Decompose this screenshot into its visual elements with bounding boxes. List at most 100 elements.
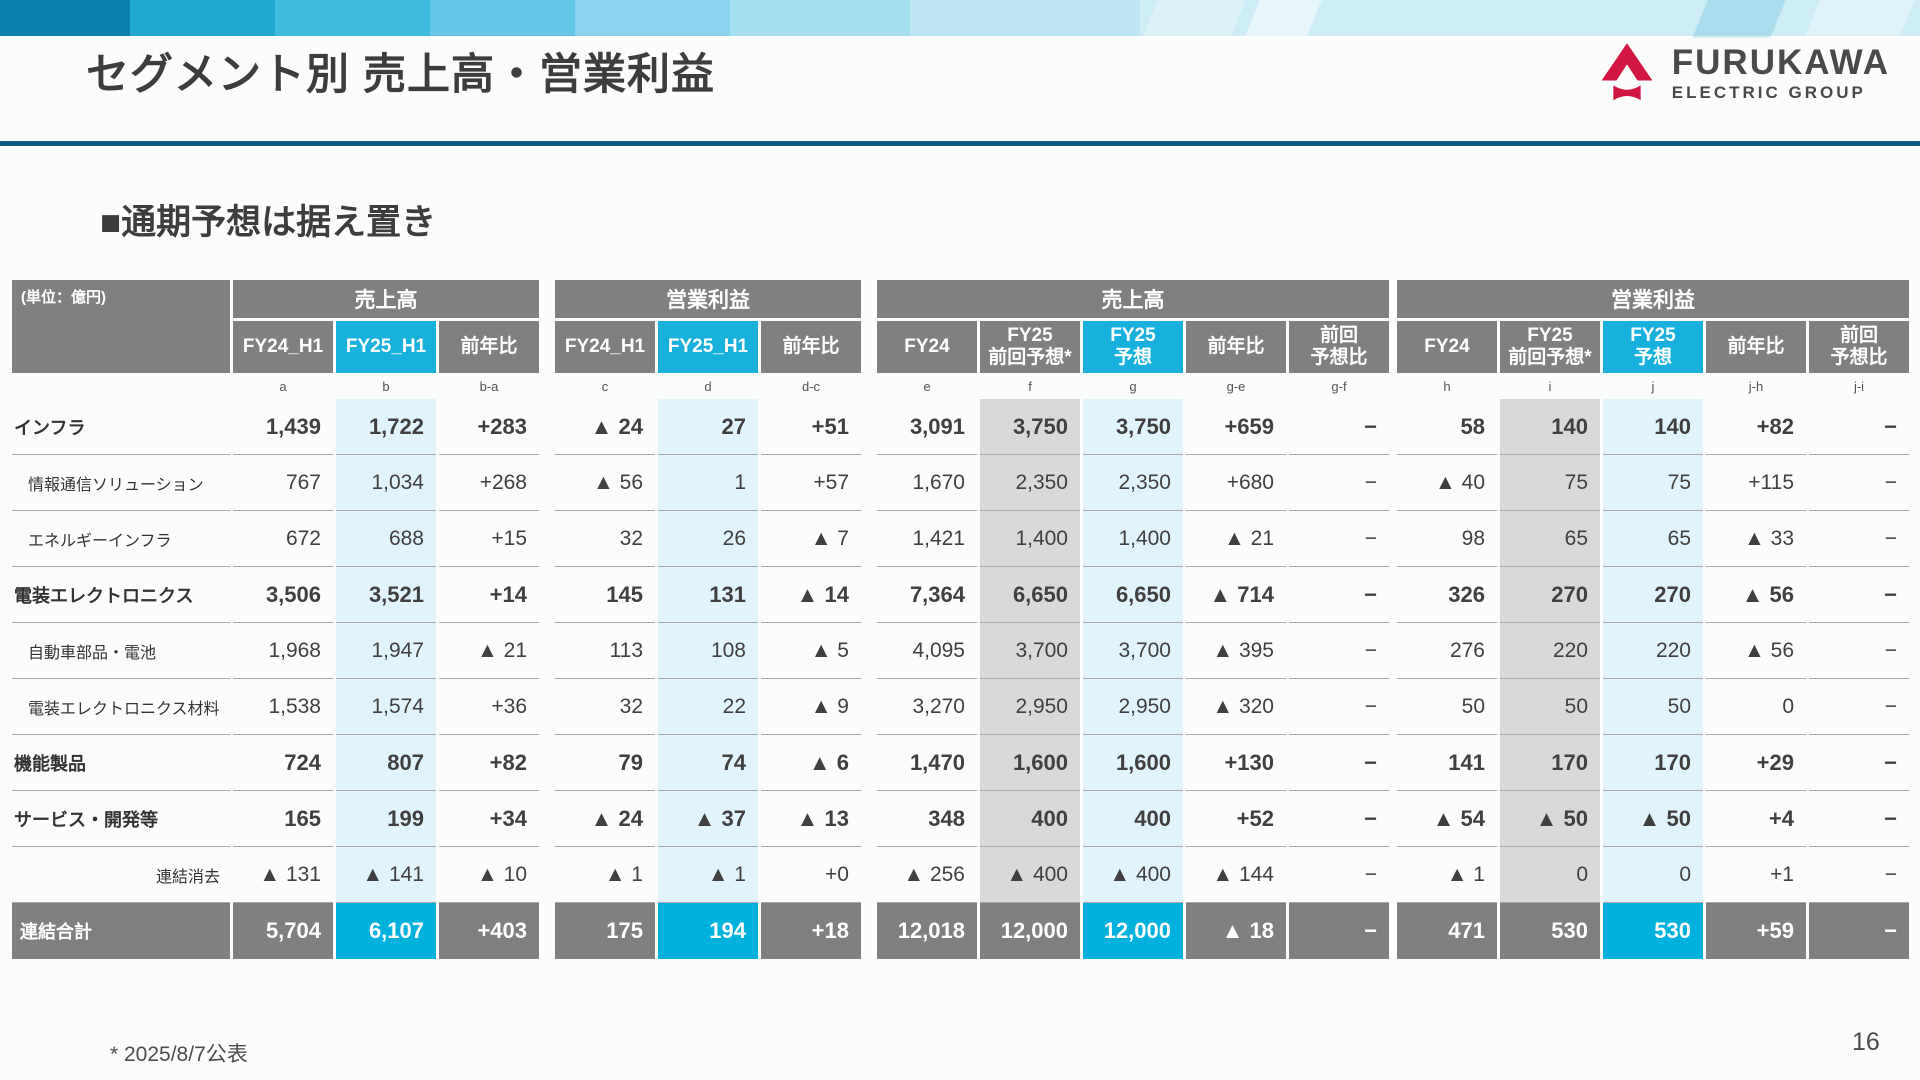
h1-value-cell: 6,107 xyxy=(336,903,436,959)
sales-value-cell: 3,270 xyxy=(877,679,977,735)
col-header: 前年比 xyxy=(1186,321,1286,373)
sales-value-cell: 400 xyxy=(1083,791,1183,847)
col-header: FY24_H1 xyxy=(233,321,333,373)
profit-value-cell: 50 xyxy=(1500,679,1600,735)
gradient-facet xyxy=(1142,0,1246,38)
h1-value-cell: +34 xyxy=(439,791,539,847)
column-gap xyxy=(542,567,552,623)
h1-value-cell: 1,722 xyxy=(336,399,436,455)
h1-value-cell: ▲ 141 xyxy=(336,847,436,903)
furukawa-mark-icon xyxy=(1601,43,1653,101)
profit-value-cell: +82 xyxy=(1706,399,1806,455)
h1-value-cell: 688 xyxy=(336,511,436,567)
sales-value-cell: 3,750 xyxy=(1083,399,1183,455)
h1-value-cell: 5,704 xyxy=(233,903,333,959)
h1-value-cell: ▲ 9 xyxy=(761,679,861,735)
h1-value-cell: 145 xyxy=(555,567,655,623)
profit-value-cell: 0 xyxy=(1500,847,1600,903)
profit-value-cell: 270 xyxy=(1603,567,1703,623)
column-gap xyxy=(542,399,552,455)
sales-letter-row: e f g g-e g-f xyxy=(877,373,1389,399)
h1-value-cell: +82 xyxy=(439,735,539,791)
sales-value-cell: − xyxy=(1289,455,1389,511)
h1-value-cell: 1,439 xyxy=(233,399,333,455)
col-letter: j-i xyxy=(1853,378,1865,394)
gradient-facet xyxy=(1244,0,1322,38)
h1-value-cell: +283 xyxy=(439,399,539,455)
h1-value-cell: 79 xyxy=(555,735,655,791)
fullyear-profit-table: 営業利益 FY24 FY25 前回予想* FY25 予想 前年比 前回 予想比 … xyxy=(1397,280,1909,959)
h1-value-cell: 3,506 xyxy=(233,567,333,623)
sales-value-cell: ▲ 395 xyxy=(1186,623,1286,679)
sales-value-cell: ▲ 256 xyxy=(877,847,977,903)
profit-value-cell: 50 xyxy=(1603,679,1703,735)
row-label: 連結消去 xyxy=(12,847,230,903)
profit-letter-row: h i j j-h j-i xyxy=(1397,373,1909,399)
fullyear-sales-table: 売上高 FY24 FY25 前回予想* FY25 予想 前年比 前回 予想比 e… xyxy=(877,280,1389,959)
col-header: 前年比 xyxy=(1706,321,1806,373)
profit-value-cell: 270 xyxy=(1500,567,1600,623)
column-gap xyxy=(542,623,552,679)
profit-value-cell: ▲ 56 xyxy=(1706,567,1806,623)
unit-label: (単位：億円) xyxy=(12,280,230,373)
row-label: インフラ xyxy=(12,399,230,455)
col-letter: g-e xyxy=(1226,378,1246,394)
fullyear-profit-header: 営業利益 FY24 FY25 前回予想* FY25 予想 前年比 前回 予想比 xyxy=(1397,280,1909,373)
profit-value-cell: − xyxy=(1809,791,1909,847)
sales-value-cell: 1,670 xyxy=(877,455,977,511)
profit-value-cell: 0 xyxy=(1603,847,1703,903)
row-label: 連結合計 xyxy=(12,903,230,959)
profit-value-cell: − xyxy=(1809,399,1909,455)
sales-value-cell: 1,600 xyxy=(1083,735,1183,791)
profit-value-cell: − xyxy=(1809,511,1909,567)
gradient-facet xyxy=(1692,0,1786,38)
profit-value-cell: 75 xyxy=(1603,455,1703,511)
h1-value-cell: 1,574 xyxy=(336,679,436,735)
h1-value-cell: +36 xyxy=(439,679,539,735)
h1-table-header: (単位：億円) 売上高 営業利益 FY24_H1 FY25_H1 前年比 FY2… xyxy=(12,280,861,373)
profit-value-cell: − xyxy=(1809,455,1909,511)
column-gap xyxy=(542,735,552,791)
col-header: FY25 予想 xyxy=(1083,321,1183,373)
profit-value-cell: 98 xyxy=(1397,511,1497,567)
h1-value-cell: ▲ 5 xyxy=(761,623,861,679)
col-letter: e xyxy=(923,378,931,394)
sales-value-cell: − xyxy=(1289,679,1389,735)
slide-subtitle: ■通期予想は据え置き xyxy=(100,203,437,242)
h1-value-cell: ▲ 10 xyxy=(439,847,539,903)
h1-value-cell: +51 xyxy=(761,399,861,455)
profit-value-cell: +4 xyxy=(1706,791,1806,847)
h1-value-cell: 1,034 xyxy=(336,455,436,511)
logo-text: FURUKAWA ELECTRIC GROUP xyxy=(1672,45,1890,101)
sales-value-cell: ▲ 320 xyxy=(1186,679,1286,735)
profit-value-cell: − xyxy=(1809,735,1909,791)
col-letter: j xyxy=(1651,378,1655,394)
profit-value-cell: − xyxy=(1809,679,1909,735)
logo-subname: ELECTRIC GROUP xyxy=(1671,83,1866,102)
sales-value-cell: − xyxy=(1289,623,1389,679)
sales-value-cell: 400 xyxy=(980,791,1080,847)
title-underline xyxy=(0,141,1920,146)
sales-value-cell: 1,470 xyxy=(877,735,977,791)
h1-value-cell: +15 xyxy=(439,511,539,567)
h1-value-cell: ▲ 7 xyxy=(761,511,861,567)
h1-value-cell: 32 xyxy=(555,679,655,735)
h1-letter-row: a b b-a c d d-c xyxy=(12,373,861,399)
profit-value-cell: − xyxy=(1809,567,1909,623)
h1-value-cell: ▲ 24 xyxy=(555,399,655,455)
profit-value-cell: 141 xyxy=(1397,735,1497,791)
col-header: FY25_H1 xyxy=(336,321,436,373)
h1-value-cell: +57 xyxy=(761,455,861,511)
h1-value-cell: 724 xyxy=(233,735,333,791)
sales-value-cell: 1,421 xyxy=(877,511,977,567)
h1-value-cell: ▲ 37 xyxy=(658,791,758,847)
col-header: FY25_H1 xyxy=(658,321,758,373)
sales-value-cell: 12,018 xyxy=(877,903,977,959)
sales-value-cell: ▲ 18 xyxy=(1186,903,1286,959)
col-header: FY25 前回予想* xyxy=(1500,321,1600,373)
profit-value-cell: ▲ 50 xyxy=(1500,791,1600,847)
profit-value-cell: − xyxy=(1809,847,1909,903)
col-letter: d-c xyxy=(801,378,821,394)
column-gap xyxy=(542,903,552,959)
